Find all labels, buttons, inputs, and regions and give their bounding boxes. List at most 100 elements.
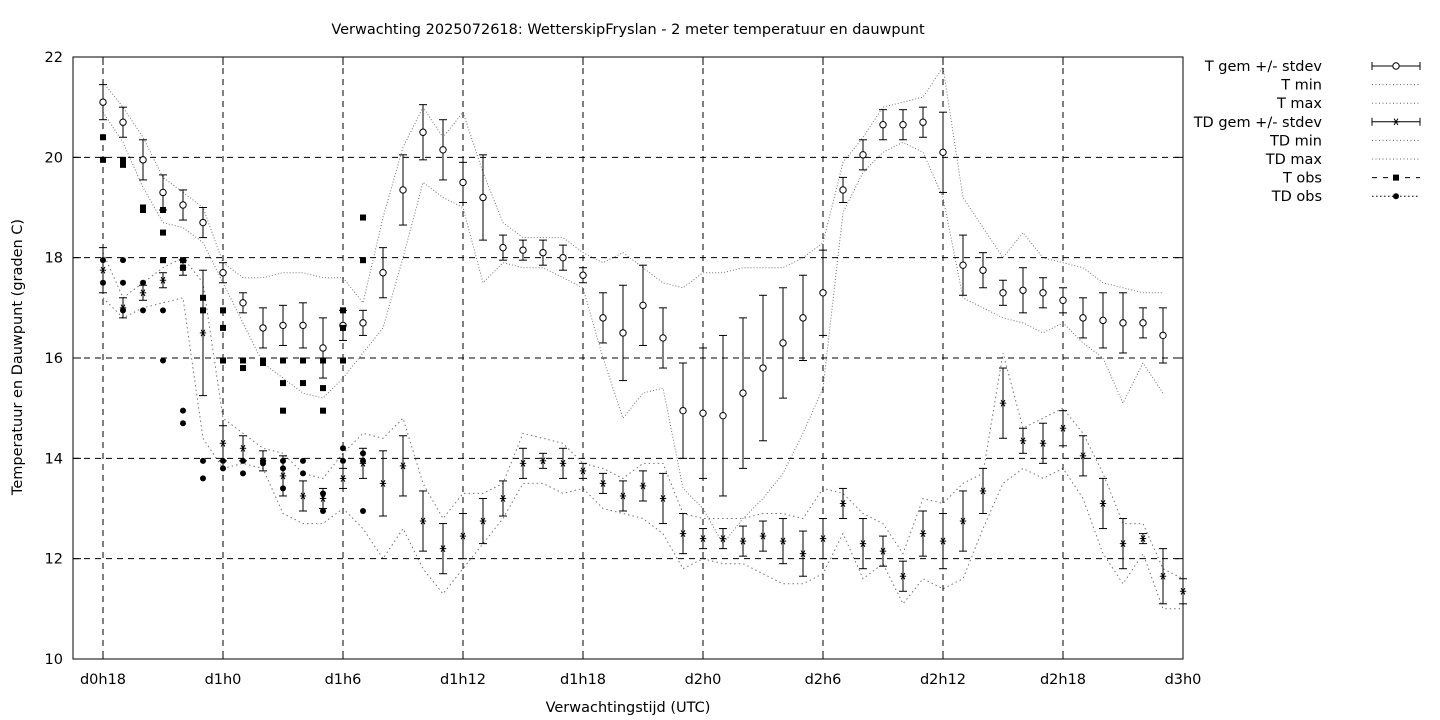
td-mean-point (819, 518, 827, 560)
td-mean-point (599, 472, 607, 494)
star-stroke (780, 537, 786, 545)
td-mean-point (939, 513, 947, 570)
td-obs-point (220, 465, 226, 472)
td-obs-point (360, 457, 366, 464)
t-mean-point (119, 106, 127, 138)
legend-entry-td-min: TD min (1269, 133, 1420, 149)
star-stroke (600, 479, 606, 487)
t-obs-point (280, 357, 286, 364)
td-mean-point (839, 487, 847, 520)
star-stroke (860, 540, 866, 548)
td-mean-point (239, 435, 247, 462)
t-mean-marker (359, 319, 367, 327)
td-mean-marker (239, 444, 247, 452)
t-mean-marker (899, 121, 907, 129)
t-mean-point (239, 292, 247, 314)
t-mean-marker (999, 289, 1007, 297)
td-mean-marker (479, 517, 487, 525)
td-mean-point (1059, 410, 1067, 447)
td-obs-point (260, 460, 266, 467)
t-mean-point (919, 106, 927, 138)
legend-label: T max (1276, 96, 1322, 112)
td-mean-point (1099, 477, 1107, 530)
td-mean-point (639, 470, 647, 502)
td-mean-marker (619, 492, 627, 500)
td-obs-point (200, 475, 206, 482)
td-mean-marker (499, 495, 507, 502)
x-tick-label: d2h6 (805, 672, 842, 688)
td-mean-point (299, 480, 307, 512)
star-stroke (560, 459, 566, 467)
legend-entry-td-obs: TD obs (1271, 189, 1420, 205)
t-mean-point (859, 139, 867, 171)
td-mean-marker (1119, 540, 1127, 548)
x-tick-label: d1h18 (560, 672, 606, 688)
star-stroke (400, 462, 406, 470)
star-stroke (820, 535, 826, 543)
td-obs-point (320, 490, 326, 497)
td-mean-marker (539, 457, 547, 465)
t-obs-point (300, 357, 306, 364)
td-obs-point (140, 279, 146, 286)
td-mean-marker (579, 467, 587, 475)
td-mean-point (859, 518, 867, 570)
td-obs-point (180, 407, 186, 414)
t-mean-point (419, 104, 427, 161)
y-axis-label: Temperatuur en Dauwpunt (graden C) (10, 219, 26, 496)
t-mean-point (839, 176, 847, 203)
t-obs-point (340, 324, 346, 331)
td-mean-point (1139, 533, 1147, 545)
t-mean-point (179, 189, 187, 221)
td-mean-point (879, 535, 887, 567)
td-mean-point (959, 490, 967, 552)
td-mean-marker (1039, 439, 1047, 447)
td-mean-point (779, 518, 787, 565)
td-mean-marker (959, 517, 967, 525)
legend-marker (1392, 118, 1400, 126)
t-mean-point (779, 287, 787, 399)
td-mean-point (579, 462, 587, 479)
t-obs-point (240, 357, 246, 364)
t-obs-point (220, 324, 226, 331)
t-mean-marker (259, 324, 267, 332)
t-mean-point (1099, 292, 1107, 349)
t-mean-point (579, 267, 587, 284)
t-mean-marker (1019, 286, 1027, 294)
td-mean-point (159, 272, 167, 289)
td-mean-marker (1099, 500, 1107, 507)
t-mean-point (899, 109, 907, 141)
td-obs-point (160, 307, 166, 314)
t-obs-point (320, 385, 326, 392)
t-mean-point (619, 284, 627, 382)
star-stroke (1080, 452, 1086, 460)
t-mean-point (679, 362, 687, 459)
td-mean-marker (459, 532, 467, 540)
t-mean-marker (759, 364, 767, 372)
star-stroke (880, 547, 886, 555)
td-mean-marker (219, 439, 227, 447)
x-tick-label: d1h0 (205, 672, 242, 688)
star-stroke (1100, 500, 1106, 507)
td-mean-marker (199, 329, 207, 337)
td-obs-point (340, 445, 346, 452)
t-mean-marker (559, 253, 567, 262)
star-stroke (620, 492, 626, 500)
t-mean-point (639, 264, 647, 346)
td-mean-point (799, 530, 807, 577)
td-mean-point (219, 425, 227, 462)
td-mean-point (199, 269, 207, 397)
star-stroke (1040, 439, 1046, 447)
t-mean-point (99, 84, 107, 121)
td-mean-point (1039, 422, 1047, 464)
t-obs-point (200, 307, 206, 314)
t-mean-marker (419, 128, 427, 136)
td-mean-marker (319, 495, 327, 502)
t-obs-point (180, 257, 186, 264)
td-mean-marker (519, 459, 527, 467)
t-mean-marker (499, 243, 507, 252)
star-stroke (720, 535, 726, 543)
t-mean-marker (1059, 296, 1067, 305)
td-mean-marker (999, 399, 1007, 407)
td-obs-point (280, 457, 286, 464)
td-obs-point (240, 470, 246, 477)
